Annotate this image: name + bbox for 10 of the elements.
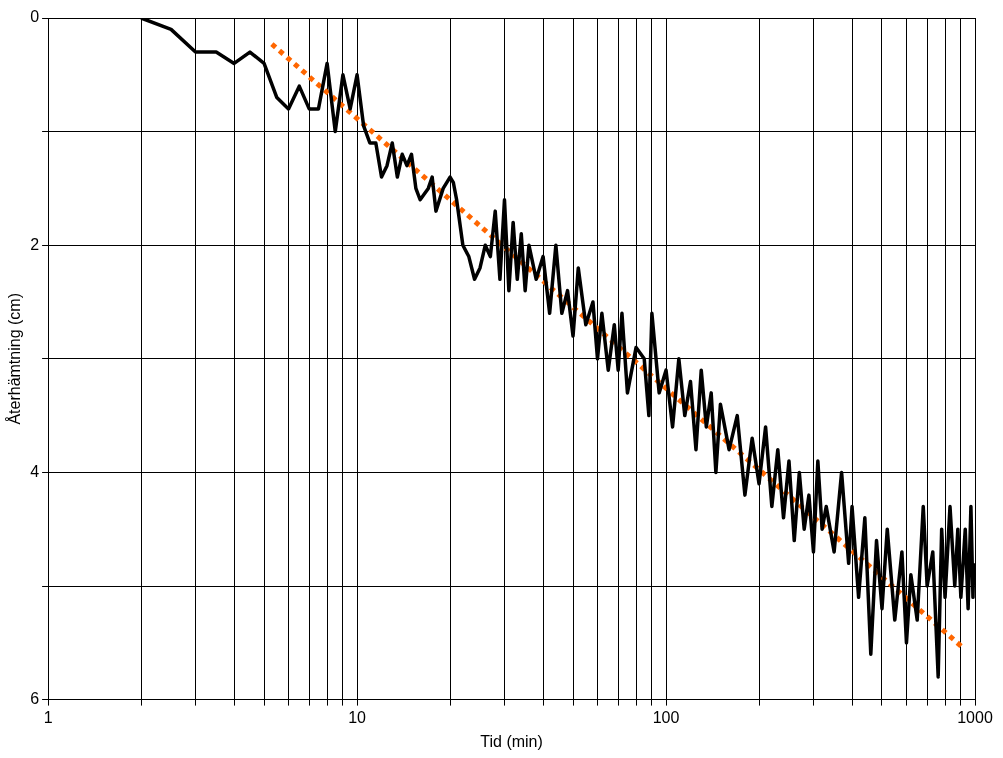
- x-tick-label: 100: [652, 708, 680, 726]
- y-tick-label: 6: [30, 690, 40, 708]
- x-tick-label: 10: [348, 708, 367, 726]
- x-tick-label: 1000: [957, 708, 993, 726]
- y-axis-title: Återhämtning (cm): [5, 293, 24, 425]
- y-tick-label: 4: [30, 462, 40, 480]
- y-tick-label: 0: [30, 8, 40, 26]
- x-axis-title: Tid (min): [480, 732, 543, 750]
- y-tick-label: 2: [30, 235, 40, 253]
- x-tick-label: 1: [43, 708, 53, 726]
